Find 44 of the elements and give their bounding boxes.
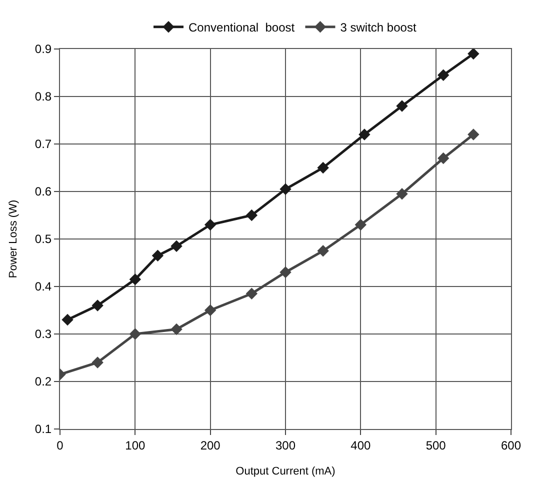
x-tick-label: 200 [200,438,221,452]
point [317,245,329,257]
point [170,323,182,336]
point [468,128,480,140]
x-tick-label: 100 [125,438,146,452]
y-tick-label: 0.5 [34,232,52,246]
point [62,314,74,326]
point [204,304,216,316]
point [246,209,258,222]
point [170,240,182,252]
point [246,288,258,300]
point [317,162,329,174]
y-tick-label: 0.6 [34,184,52,199]
x-tick-label: 300 [275,438,296,452]
point [396,100,408,112]
legend-label: Conventional boost [188,20,296,35]
point [92,356,104,368]
point [129,274,142,286]
point [204,218,216,231]
point [280,183,292,195]
point [358,128,370,140]
y-tick-label: 0.9 [34,42,52,56]
point [396,188,408,200]
y-tick-label: 0.7 [34,137,52,152]
point [152,250,164,262]
x-tick-label: 600 [500,438,522,452]
point [129,328,142,340]
x-axis-title: Output Current (mA) [236,466,336,478]
x-tick-label: 400 [350,438,371,452]
point [468,49,480,60]
point [354,218,367,231]
x-tick-label: 0 [56,438,64,452]
y-tick-label: 0.1 [34,422,52,436]
y-tick-label: 0.3 [34,327,52,342]
point [92,300,104,312]
y-tick-label: 0.2 [34,374,52,389]
point [280,266,292,278]
point [438,152,450,164]
x-tick-label: 500 [426,438,446,452]
legend-label: 3 switch boost [340,20,417,35]
y-axis-title: Power Loss (W) [8,200,20,278]
y-tick-label: 0.8 [34,90,52,104]
y-tick-label: 0.4 [34,280,52,294]
point [438,69,450,81]
